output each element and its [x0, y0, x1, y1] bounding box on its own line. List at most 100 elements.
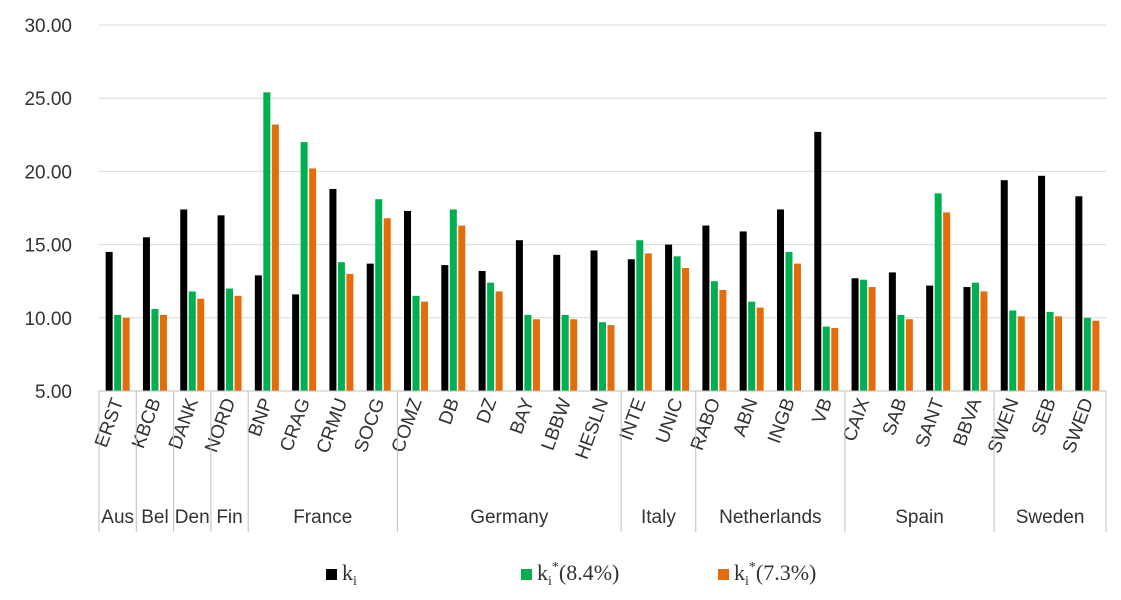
bar-caix-series-1 — [851, 278, 859, 391]
x-tick-label: NORD — [201, 396, 240, 456]
bar-vb-series-3 — [831, 328, 839, 391]
bar-swen-series-3 — [1017, 316, 1025, 391]
legend-label-base: k — [537, 560, 548, 585]
country-group-label: Germany — [470, 507, 549, 528]
y-tick-label: 25.00 — [24, 89, 72, 110]
bar-rabo-series-2 — [710, 281, 718, 391]
legend-label: ki — [342, 560, 357, 589]
bar-unic-series-3 — [682, 268, 690, 391]
x-tick-label: SOCG — [351, 396, 390, 456]
bar-bay-series-1 — [515, 240, 523, 391]
legend: ki ki*(8.4%) ki*(7.3%) — [326, 560, 816, 589]
y-tick-label: 5.00 — [35, 382, 72, 403]
bar-dz-series-2 — [487, 282, 495, 391]
bar-ingb-series-3 — [793, 263, 801, 391]
bar-ingb-series-1 — [776, 209, 784, 391]
bar-nord-series-2 — [226, 288, 234, 391]
bar-lbbw-series-3 — [570, 319, 578, 391]
bar-erst-series-3 — [122, 317, 130, 391]
bar-dz-series-3 — [495, 291, 503, 391]
x-tick-label: SEB — [1028, 396, 1061, 439]
bar-socg-series-1 — [366, 263, 374, 391]
bar-swen-series-2 — [1009, 310, 1017, 391]
legend-label-superscript: * — [552, 560, 559, 575]
legend-label-suffix: (8.4%) — [559, 560, 619, 585]
bar-nord-series-3 — [234, 295, 242, 391]
bar-hesln-series-3 — [607, 325, 615, 391]
bar-db-series-3 — [458, 225, 466, 391]
x-tick-label: INGB — [764, 396, 800, 447]
bar-sant-series-2 — [934, 193, 942, 391]
bar-crag-series-2 — [300, 142, 308, 391]
bar-kbcb-series-1 — [142, 237, 150, 391]
x-tick-label: SANT — [912, 395, 949, 450]
bar-sab-series-3 — [905, 319, 913, 391]
legend-label-subscript: i — [745, 574, 749, 589]
legend-swatch — [326, 569, 337, 580]
x-tick-label: ERST — [91, 395, 128, 450]
bar-db-series-2 — [449, 209, 457, 391]
bar-unic-series-2 — [673, 256, 681, 391]
bar-swed-series-1 — [1075, 196, 1083, 391]
bar-seb-series-3 — [1055, 316, 1063, 391]
gridlines — [99, 24, 1106, 319]
x-tick-label: DZ — [473, 395, 502, 426]
x-tick-label: SWED — [1059, 396, 1098, 457]
bar-crag-series-1 — [292, 294, 300, 391]
bar-bnp-series-2 — [263, 92, 271, 392]
legend-label-base: k — [342, 560, 353, 585]
country-group-label: Aus — [101, 507, 134, 528]
bar-vb-series-1 — [814, 131, 822, 391]
bar-db-series-1 — [441, 265, 449, 391]
bar-vb-series-2 — [822, 326, 830, 391]
legend-label-subscript: i — [353, 574, 357, 589]
country-group-label: France — [293, 507, 352, 528]
bar-caix-series-3 — [868, 287, 876, 391]
bar-crmu-series-1 — [329, 188, 337, 391]
x-tick-label: BBVA — [950, 395, 987, 449]
x-tick-label: CRAG — [276, 396, 315, 455]
bar-bnp-series-1 — [254, 275, 262, 391]
bar-bay-series-2 — [524, 314, 532, 391]
legend-label-subscript: i — [548, 574, 552, 589]
x-tick-label: BAY — [506, 395, 538, 437]
bar-dank-series-1 — [180, 209, 188, 391]
x-tick-label: DANK — [165, 395, 203, 452]
bar-abn-series-3 — [756, 307, 764, 391]
bar-seb-series-2 — [1046, 311, 1054, 391]
country-group-label: Bel — [141, 507, 168, 528]
bar-kbcb-series-3 — [159, 314, 167, 391]
bar-rabo-series-3 — [719, 289, 727, 391]
bar-dz-series-1 — [478, 270, 486, 391]
legend-label: ki*(7.3%) — [734, 560, 816, 589]
bar-comz-series-1 — [404, 210, 412, 391]
bar-sant-series-1 — [926, 285, 934, 391]
bar-socg-series-2 — [375, 199, 383, 391]
bar-unic-series-1 — [665, 244, 673, 391]
bar-bbva-series-3 — [980, 291, 988, 391]
bar-comz-series-2 — [412, 295, 420, 391]
bar-lbbw-series-1 — [553, 254, 561, 391]
x-tick-label: COMZ — [388, 395, 427, 455]
legend-label-base: k — [734, 560, 745, 585]
bar-crmu-series-2 — [337, 262, 345, 391]
country-groups: Aus Bel Den Fin France Germany Italy Netherland… — [98, 391, 1107, 532]
bar-erst-series-2 — [114, 314, 122, 391]
bar-sab-series-2 — [897, 314, 905, 391]
bar-caix-series-2 — [860, 279, 868, 391]
bar-comz-series-3 — [421, 301, 429, 391]
y-tick-label: 30.00 — [24, 16, 72, 37]
y-axis: 5.00 10.00 15.00 20.00 25.00 30.00 — [24, 16, 72, 403]
bar-abn-series-2 — [748, 301, 756, 391]
bar-sab-series-1 — [888, 272, 896, 391]
bar-inte-series-1 — [627, 259, 635, 391]
bar-bbva-series-2 — [971, 282, 979, 391]
x-tick-label: CRMU — [313, 396, 352, 457]
country-group-label: Fin — [216, 507, 242, 528]
legend-label-suffix: (7.3%) — [756, 560, 816, 585]
bar-ingb-series-2 — [785, 251, 793, 391]
bar-crag-series-3 — [309, 168, 317, 391]
bar-sant-series-3 — [943, 212, 951, 391]
bar-socg-series-3 — [383, 218, 391, 391]
bar-abn-series-1 — [739, 231, 747, 391]
